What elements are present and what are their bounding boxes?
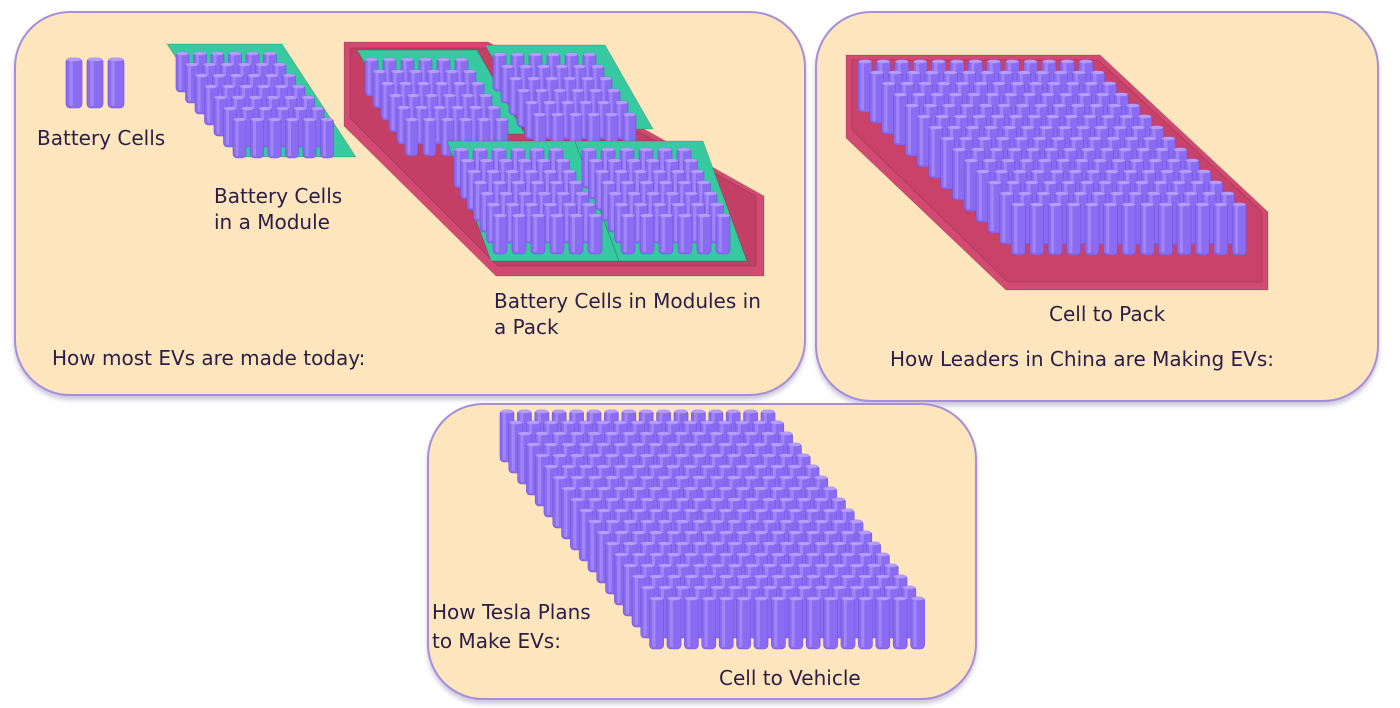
battery-cell	[910, 596, 925, 650]
battery-cell	[696, 213, 712, 255]
battery-cell	[963, 158, 979, 212]
battery-cell	[805, 596, 821, 650]
battery-cell	[736, 596, 751, 650]
battery-cell	[285, 117, 299, 159]
battery-cell	[422, 117, 437, 157]
battery-cell	[940, 136, 955, 190]
battery-cell	[684, 596, 699, 650]
battery-cell	[658, 213, 674, 255]
battery-cell	[232, 117, 247, 159]
battery-cell	[223, 106, 237, 148]
battery-cell	[1103, 202, 1118, 256]
battery-cell	[364, 57, 379, 97]
battery-cell	[639, 213, 655, 255]
battery-cell	[904, 103, 920, 157]
battery-cell	[858, 596, 873, 650]
battery-cell	[893, 92, 908, 146]
battery-cell	[511, 213, 527, 255]
battery-cell	[881, 81, 896, 135]
battery-cell	[892, 596, 908, 650]
battery-cell	[649, 596, 664, 650]
battery-cell	[302, 117, 317, 159]
battery-cell	[857, 59, 873, 113]
battery-cell	[999, 191, 1014, 245]
battery-cell	[1029, 202, 1045, 256]
panel-china-heading: How Leaders in China are Making EVs:	[890, 347, 1274, 371]
battery-cell	[1231, 202, 1247, 256]
battery-cell	[107, 57, 125, 109]
battery-cell	[840, 596, 856, 650]
tesla-heading-line2: to Make EVs:	[432, 629, 561, 653]
battery-cell	[715, 213, 731, 255]
battery-cell	[267, 117, 282, 159]
module-label-line2: in a Module	[214, 210, 330, 234]
battery-cell	[718, 596, 734, 650]
battery-cell	[86, 57, 104, 109]
cell-to-vehicle-illustration	[499, 409, 925, 650]
battery-module-illustration	[166, 43, 357, 159]
module-label-line1: Battery Cells	[214, 184, 343, 208]
cell-to-vehicle-label: Cell to Vehicle	[719, 666, 861, 690]
battery-cell	[987, 180, 1003, 234]
battery-cell	[1084, 202, 1100, 256]
battery-cell	[1066, 202, 1081, 256]
battery-cell	[620, 213, 636, 255]
pack-label-line2: a Pack	[494, 315, 559, 339]
battery-cell	[1121, 202, 1137, 256]
battery-cell	[788, 596, 804, 650]
battery-cell	[530, 213, 546, 255]
tesla-heading-line1: How Tesla Plans	[432, 600, 591, 624]
battery-cell	[568, 213, 584, 255]
battery-cell	[1213, 202, 1229, 256]
battery-cell	[65, 57, 83, 109]
cell-to-pack-label: Cell to Pack	[1049, 302, 1166, 326]
battery-cells-label: Battery Cells	[37, 126, 166, 150]
battery-cell	[823, 596, 838, 650]
battery-cell	[666, 596, 682, 650]
battery-cell	[928, 125, 944, 179]
battery-cell	[549, 213, 565, 255]
battery-cell	[1176, 202, 1192, 256]
battery-cell	[701, 596, 717, 650]
battery-cell	[1139, 202, 1155, 256]
pack-label-line1: Battery Cells in Modules in	[494, 289, 761, 313]
battery-cell	[587, 213, 603, 255]
battery-cell	[916, 114, 932, 168]
battery-cell	[404, 117, 419, 157]
battery-cell	[771, 596, 786, 650]
battery-pack-illustration	[343, 41, 765, 277]
battery-cell	[975, 169, 991, 223]
battery-cell	[1158, 202, 1173, 256]
battery-cell	[869, 70, 885, 124]
battery-cell	[1195, 202, 1210, 256]
battery-cells-illustration	[65, 57, 125, 109]
battery-cell	[677, 213, 693, 255]
battery-cell	[875, 596, 891, 650]
battery-cell	[1011, 202, 1026, 256]
battery-cell	[320, 117, 334, 159]
battery-cell	[1047, 202, 1063, 256]
battery-cell	[492, 213, 508, 255]
battery-cell	[753, 596, 769, 650]
panel-today-heading: How most EVs are made today:	[52, 346, 366, 370]
battery-cell	[250, 117, 264, 159]
cell-to-pack-illustration	[845, 54, 1269, 291]
